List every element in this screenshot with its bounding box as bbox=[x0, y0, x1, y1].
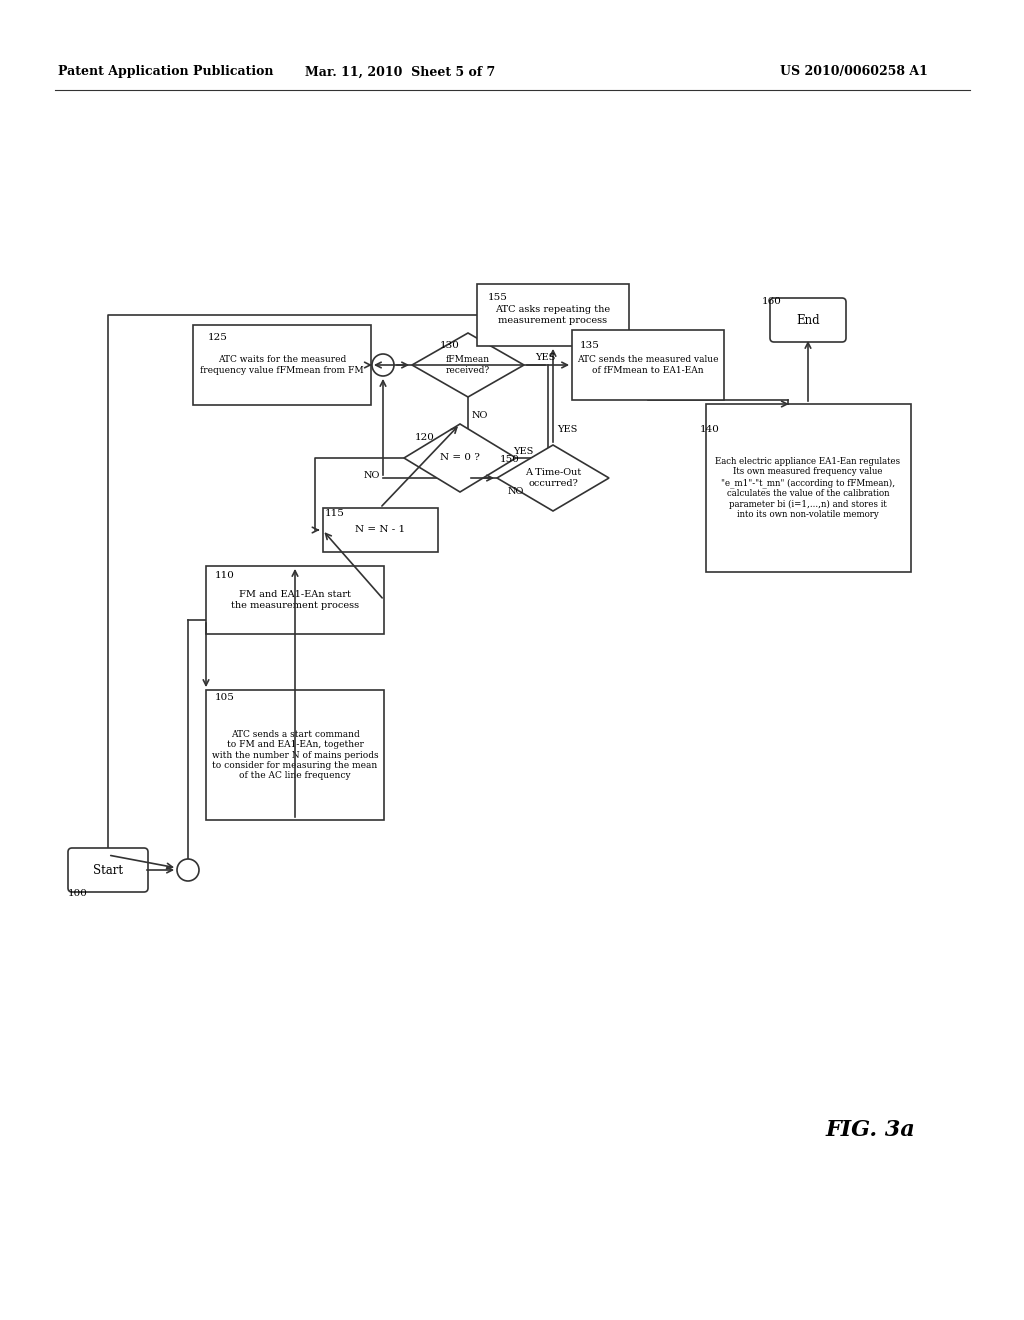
Text: 120: 120 bbox=[415, 433, 435, 442]
Text: Start: Start bbox=[93, 863, 123, 876]
Text: 155: 155 bbox=[488, 293, 508, 301]
Text: US 2010/0060258 A1: US 2010/0060258 A1 bbox=[780, 66, 928, 78]
Text: YES: YES bbox=[513, 447, 534, 457]
Text: 140: 140 bbox=[700, 425, 720, 434]
Text: NO: NO bbox=[364, 471, 380, 480]
FancyBboxPatch shape bbox=[572, 330, 724, 400]
FancyBboxPatch shape bbox=[477, 284, 629, 346]
Text: A Time-Out
occurred?: A Time-Out occurred? bbox=[525, 469, 582, 487]
Text: 150: 150 bbox=[500, 454, 520, 463]
Text: ATC asks repeating the
measurement process: ATC asks repeating the measurement proce… bbox=[496, 305, 610, 325]
Text: NO: NO bbox=[508, 487, 524, 496]
Polygon shape bbox=[497, 445, 609, 511]
Circle shape bbox=[372, 354, 394, 376]
Text: 125: 125 bbox=[208, 334, 228, 342]
Text: YES: YES bbox=[535, 354, 555, 363]
Text: End: End bbox=[797, 314, 820, 326]
Text: 100: 100 bbox=[68, 888, 88, 898]
Circle shape bbox=[177, 859, 199, 880]
Text: N = N - 1: N = N - 1 bbox=[355, 525, 406, 535]
Text: N = 0 ?: N = 0 ? bbox=[440, 454, 480, 462]
Text: Each electric appliance EA1-Ean regulates
Its own measured frequency value
"e_m1: Each electric appliance EA1-Ean regulate… bbox=[716, 457, 900, 519]
Text: 105: 105 bbox=[215, 693, 234, 701]
FancyBboxPatch shape bbox=[770, 298, 846, 342]
FancyBboxPatch shape bbox=[68, 847, 148, 892]
Text: 115: 115 bbox=[325, 508, 345, 517]
FancyBboxPatch shape bbox=[206, 566, 384, 634]
Text: ATC sends the measured value
of fFMmean to EA1-EAn: ATC sends the measured value of fFMmean … bbox=[578, 355, 719, 375]
Text: ATC sends a start command
to FM and EA1-EAn, together
with the number N of mains: ATC sends a start command to FM and EA1-… bbox=[212, 730, 378, 780]
Text: fFMmean
received?: fFMmean received? bbox=[445, 355, 490, 375]
FancyBboxPatch shape bbox=[706, 404, 910, 572]
Text: Mar. 11, 2010  Sheet 5 of 7: Mar. 11, 2010 Sheet 5 of 7 bbox=[305, 66, 496, 78]
FancyBboxPatch shape bbox=[193, 325, 371, 405]
Text: 160: 160 bbox=[762, 297, 782, 306]
Text: 110: 110 bbox=[215, 572, 234, 581]
Text: 130: 130 bbox=[440, 341, 460, 350]
Text: 135: 135 bbox=[580, 341, 600, 350]
Text: FM and EA1-EAn start
the measurement process: FM and EA1-EAn start the measurement pro… bbox=[231, 590, 359, 610]
Text: YES: YES bbox=[557, 425, 578, 434]
Text: FIG. 3a: FIG. 3a bbox=[825, 1119, 914, 1140]
Text: Patent Application Publication: Patent Application Publication bbox=[58, 66, 273, 78]
FancyBboxPatch shape bbox=[206, 690, 384, 820]
Polygon shape bbox=[412, 333, 524, 397]
Text: NO: NO bbox=[472, 411, 488, 420]
Polygon shape bbox=[404, 424, 516, 492]
Text: ATC waits for the measured
frequency value fFMmean from FM: ATC waits for the measured frequency val… bbox=[200, 355, 364, 375]
FancyBboxPatch shape bbox=[323, 508, 437, 552]
